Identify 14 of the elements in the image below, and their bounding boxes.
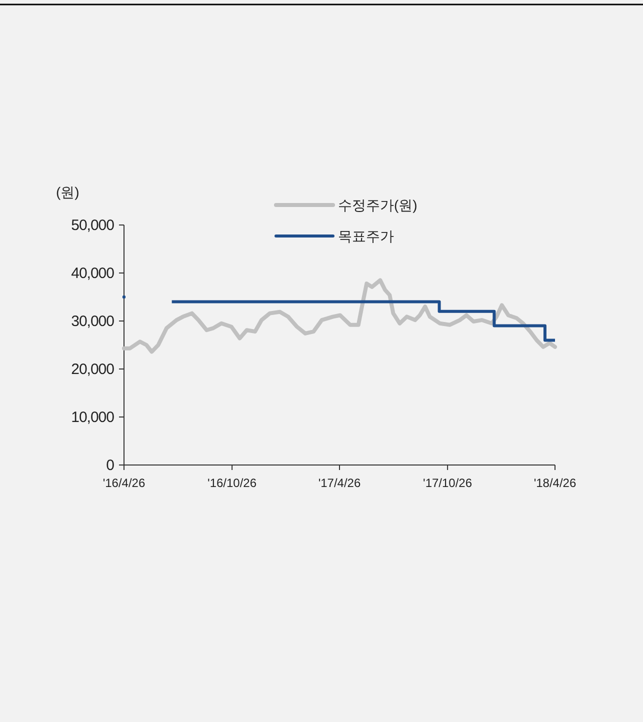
legend-label: 목표주가: [338, 228, 394, 244]
x-tick-label: '17/4/26: [318, 476, 361, 490]
y-tick-label: 40,000: [71, 265, 114, 282]
y-axis-title: (원): [56, 184, 80, 200]
x-tick-label: '16/10/26: [208, 476, 257, 490]
x-tick-label: '16/4/26: [102, 476, 146, 490]
x-tick-label: '17/10/26: [423, 476, 472, 490]
y-tick-label: 20,000: [71, 361, 114, 378]
y-tick-label: 0: [106, 457, 114, 474]
y-tick-label: 10,000: [71, 409, 114, 426]
legend-label: 수정주가(원): [338, 197, 418, 213]
y-tick-label: 30,000: [71, 313, 114, 330]
x-tick-label: '18/4/26: [534, 476, 576, 490]
y-tick-label: 50,000: [71, 217, 114, 234]
